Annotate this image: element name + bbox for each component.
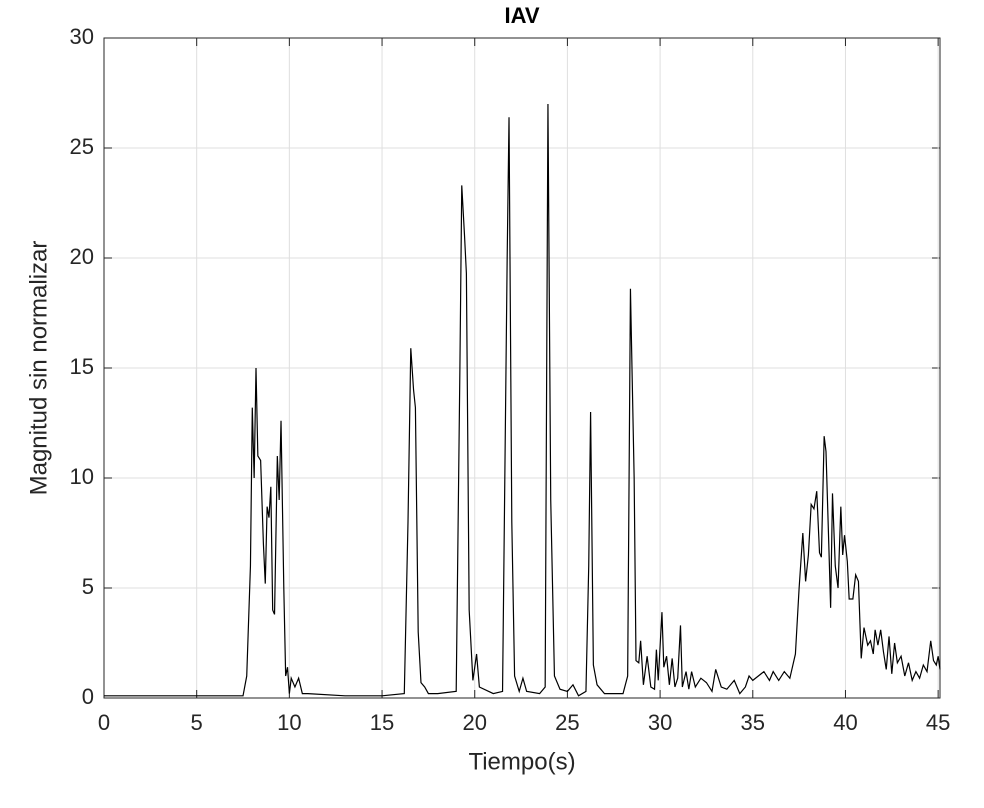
x-tick-label: 20 xyxy=(462,710,486,735)
x-tick-label: 0 xyxy=(98,710,110,735)
x-tick-label: 15 xyxy=(370,710,394,735)
x-tick-label: 25 xyxy=(555,710,579,735)
x-tick-label: 5 xyxy=(191,710,203,735)
x-tick-label: 10 xyxy=(277,710,301,735)
y-tick-label: 0 xyxy=(82,684,94,709)
y-axis-label: Magnitud sin normalizar xyxy=(25,241,52,496)
x-tick-label: 45 xyxy=(926,710,950,735)
x-tick-label: 35 xyxy=(741,710,765,735)
y-tick-label: 10 xyxy=(70,464,94,489)
x-axis-label: Tiempo(s) xyxy=(468,748,575,775)
chart-title: IAV xyxy=(504,3,539,28)
axes-box xyxy=(103,37,941,699)
y-tick-label: 20 xyxy=(70,244,94,269)
y-tick-label: 5 xyxy=(82,574,94,599)
x-tick-label: 40 xyxy=(833,710,857,735)
x-tick-label: 30 xyxy=(648,710,672,735)
y-tick-label: 30 xyxy=(70,24,94,49)
y-tick-label: 15 xyxy=(70,354,94,379)
y-tick-label: 25 xyxy=(70,134,94,159)
data-line xyxy=(104,103,941,697)
